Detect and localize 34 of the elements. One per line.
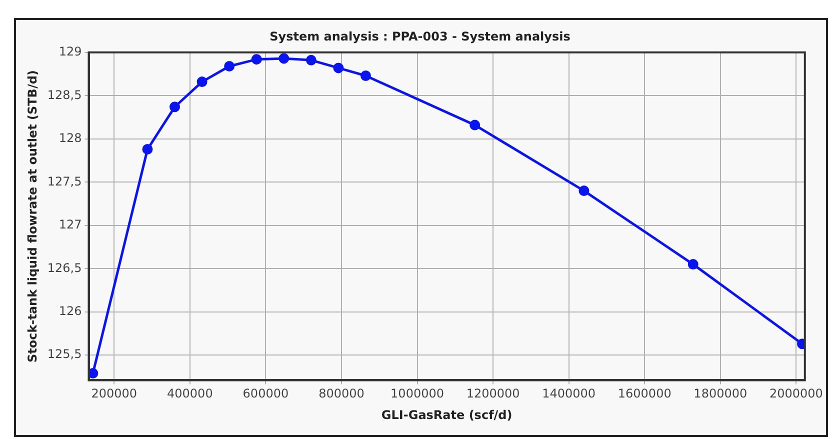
x-tick-label: 1000000: [390, 386, 444, 401]
x-tick-label: 1800000: [694, 386, 748, 401]
point: [278, 53, 290, 64]
y-tick-label: 128: [58, 131, 82, 146]
y-tick-label: 125,5: [47, 347, 82, 362]
x-tick-label: 800000: [318, 386, 364, 401]
point: [170, 102, 180, 112]
point: [196, 76, 208, 88]
chart-title: System analysis : PPA-003 - System analysis: [270, 29, 570, 44]
point: [224, 60, 235, 72]
point: [333, 62, 344, 74]
point: [578, 186, 590, 196]
point: [251, 54, 262, 65]
x-tick-label: 2000000: [769, 386, 823, 401]
point: [360, 70, 371, 82]
y-tick-label: 127: [58, 218, 82, 232]
y-tick-label: 129: [58, 44, 82, 59]
x-tick-label: 200000: [91, 386, 138, 401]
y-tick-label: 128,5: [47, 88, 82, 102]
x-tick-label: 600000: [242, 386, 289, 401]
y-tick-label: 126,5: [47, 260, 82, 275]
x-tick-label: 1200000: [466, 386, 520, 401]
point: [142, 144, 153, 155]
x-tick-label: 1600000: [618, 386, 672, 401]
x-tick-label: 400000: [167, 386, 213, 401]
point: [470, 120, 480, 130]
point: [88, 368, 98, 379]
x-axis-title: GLI-GasRate (scf/d): [381, 408, 512, 422]
y-tick-label: 126: [58, 304, 82, 318]
y-axis-title: Stock-tank liquid flowrate at outlet (STB/d): [25, 70, 40, 362]
x-tick-label: 1400000: [542, 386, 596, 401]
point: [688, 259, 698, 270]
point: [306, 54, 316, 66]
y-tick-label: 127,5: [47, 174, 82, 188]
